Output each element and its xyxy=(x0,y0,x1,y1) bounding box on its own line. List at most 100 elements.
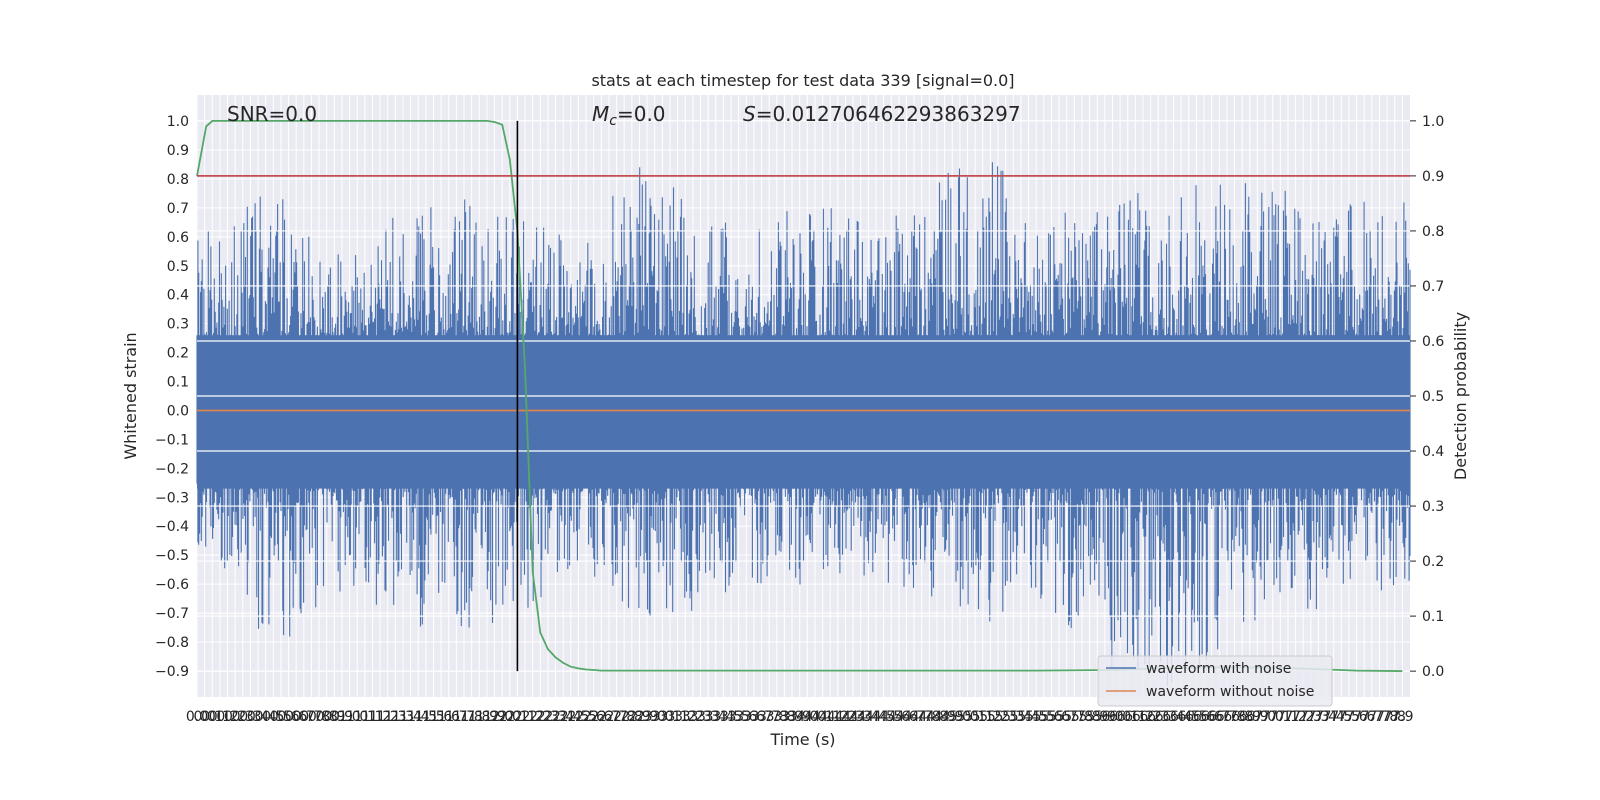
x-tick-label: 0.0 xyxy=(186,709,208,725)
y-tick-label: −0.5 xyxy=(155,548,189,564)
x-tick-label: 1.4 xyxy=(407,709,429,725)
x-tick-label: 4.1 xyxy=(811,709,833,725)
mc-value: =0.0 xyxy=(617,102,666,126)
x-tick-label: 0.4 xyxy=(255,709,277,725)
x-tick-label: 3.5 xyxy=(720,709,742,725)
x-tick-label: 2.9 xyxy=(628,709,650,725)
x-tick-label: 6.5 xyxy=(1185,709,1207,725)
y-axis-right-label: Detection probability xyxy=(1451,312,1470,480)
x-tick-label: 5.2 xyxy=(987,709,1009,725)
x-tick-label: 0.7 xyxy=(300,709,322,725)
x-tick-label: 1.6 xyxy=(438,709,460,725)
x-tick-label: 0.6 xyxy=(285,709,307,725)
x-tick-label: 0.9 xyxy=(331,709,353,725)
x-tick-label: 0.9 xyxy=(323,709,345,725)
y2-tick-label: 0.9 xyxy=(1422,169,1444,185)
y-axis-left-ticks: −0.9 −0.8 −0.7 −0.6 −0.5 −0.4 −0.3 −0.2 −0.1 0.0 0… xyxy=(155,114,189,680)
x-tick-label: 5.7 xyxy=(1063,709,1085,725)
x-tick-label: 5.9 xyxy=(1094,709,1116,725)
y-tick-label: 0.7 xyxy=(167,201,189,217)
x-tick-label: 7.7 xyxy=(1361,709,1383,725)
y-tick-label: 0.8 xyxy=(167,172,189,188)
x-tick-label: 1.8 xyxy=(468,709,490,725)
x-tick-label: 4.3 xyxy=(850,709,872,725)
x-tick-label: 0.0 xyxy=(193,709,215,725)
x-tick-label: 6.7 xyxy=(1216,709,1238,725)
x-tick-label: 2.0 xyxy=(499,709,521,725)
x-tick-label: 2.4 xyxy=(552,709,574,725)
x-tick-label: 6.6 xyxy=(1193,709,1215,725)
x-tick-label: 6.0 xyxy=(1101,709,1123,725)
x-tick-label: 5.4 xyxy=(1010,709,1032,725)
x-tick-label: 4.0 xyxy=(796,709,818,725)
x-tick-label: 1.1 xyxy=(354,709,376,725)
x-tick-label: 0.5 xyxy=(270,709,292,725)
x-tick-label: 7.0 xyxy=(1254,709,1276,725)
x-tick-label: 1.5 xyxy=(422,709,444,725)
x-tick-label: 2.5 xyxy=(575,709,597,725)
x-tick-label: 5.6 xyxy=(1048,709,1070,725)
x-tick-label: 3.5 xyxy=(728,709,750,725)
x-tick-label: 3.9 xyxy=(781,709,803,725)
x-tick-label: 5.1 xyxy=(964,709,986,725)
x-tick-label: 4.2 xyxy=(827,709,849,725)
x-tick-label: 5.8 xyxy=(1071,709,1093,725)
y-tick-label: 0.4 xyxy=(167,288,189,304)
x-tick-label: 2.3 xyxy=(537,709,559,725)
y-tick-label: −0.7 xyxy=(155,606,189,622)
x-tick-label: 1.2 xyxy=(377,709,399,725)
x-tick-label: 1.0 xyxy=(338,709,360,725)
x-tick-label: 4.9 xyxy=(934,709,956,725)
mc-symbol: M xyxy=(592,102,609,126)
x-tick-label: 5.4 xyxy=(1017,709,1039,725)
x-tick-label: 6.2 xyxy=(1139,709,1161,725)
x-tick-label: 3.1 xyxy=(659,709,681,725)
x-tick-label: 7.3 xyxy=(1300,709,1322,725)
x-tick-label: 0.2 xyxy=(216,709,238,725)
x-tick-label: 7.2 xyxy=(1292,709,1314,725)
x-tick-label: 4.1 xyxy=(819,709,841,725)
x-tick-label: 2.6 xyxy=(590,709,612,725)
x-tick-label: 4.5 xyxy=(880,709,902,725)
y2-tick-label: 0.5 xyxy=(1422,389,1444,405)
x-tick-label: 0.1 xyxy=(209,709,231,725)
x-tick-label: 3.7 xyxy=(758,709,780,725)
x-tick-label: 7.6 xyxy=(1353,709,1375,725)
x-tick-label: 7.4 xyxy=(1315,709,1337,725)
snr-annotation: SNR=0.0 xyxy=(227,102,317,126)
mc-subscript: c xyxy=(609,113,617,129)
x-tick-label: 1.8 xyxy=(461,709,483,725)
x-tick-label: 3.8 xyxy=(766,709,788,725)
x-tick-label: 4.0 xyxy=(804,709,826,725)
x-tick-label: 6.3 xyxy=(1147,709,1169,725)
x-tick-label: 4.7 xyxy=(911,709,933,725)
x-tick-label: 2.2 xyxy=(529,709,551,725)
x-tick-label: 2.3 xyxy=(544,709,566,725)
x-tick-label: 5.3 xyxy=(1002,709,1024,725)
x-tick-label: 3.4 xyxy=(705,709,727,725)
y2-tick-label: 0.0 xyxy=(1422,664,1444,680)
x-tick-label: 1.9 xyxy=(476,709,498,725)
x-tick-label: 6.9 xyxy=(1246,709,1268,725)
x-tick-label: 2.1 xyxy=(514,709,536,725)
legend-label-noise: waveform with noise xyxy=(1146,661,1291,677)
x-tick-label: 5.3 xyxy=(995,709,1017,725)
x-tick-label: 7.5 xyxy=(1338,709,1360,725)
x-tick-label: 6.3 xyxy=(1155,709,1177,725)
y2-tick-label: 0.4 xyxy=(1422,444,1444,460)
x-tick-label: 3.4 xyxy=(712,709,734,725)
x-tick-label: 2.7 xyxy=(598,709,620,725)
x-tick-label: 0.7 xyxy=(293,709,315,725)
y-tick-label: −0.8 xyxy=(155,635,189,651)
y2-tick-label: 0.7 xyxy=(1422,279,1444,295)
x-tick-label: 2.6 xyxy=(583,709,605,725)
y2-tick-label: 0.6 xyxy=(1422,334,1444,350)
x-tick-label: 5.5 xyxy=(1033,709,1055,725)
y-tick-label: 0.2 xyxy=(167,346,189,362)
y-tick-label: −0.3 xyxy=(155,490,189,506)
x-axis-ticks: 0.00.00.10.10.20.20.30.30.40.40.50.50.60… xyxy=(186,709,1414,725)
x-tick-label: 1.1 xyxy=(361,709,383,725)
legend-box xyxy=(1097,655,1333,707)
x-tick-label: 3.8 xyxy=(773,709,795,725)
y2-tick-label: 0.1 xyxy=(1422,609,1444,625)
